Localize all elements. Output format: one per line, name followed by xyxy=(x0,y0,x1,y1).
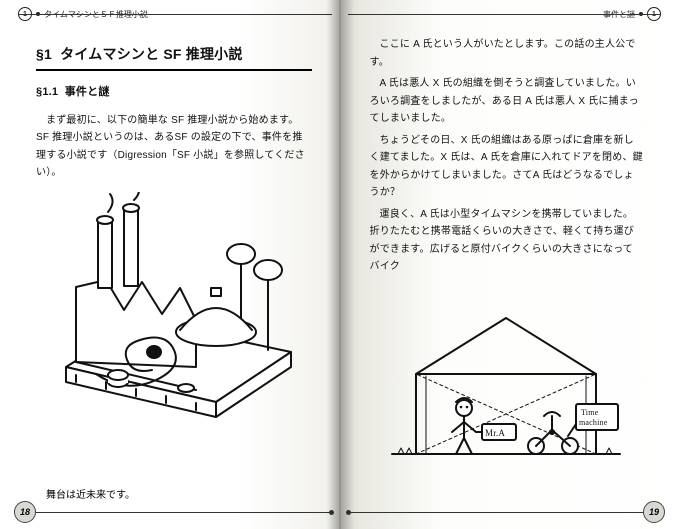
factory-illustration xyxy=(46,192,301,422)
stage-note: 舞台は近未来です。 xyxy=(46,486,135,501)
page-number-left: 18 xyxy=(14,501,36,523)
pn-dot-left xyxy=(329,510,334,515)
pn-rule-right xyxy=(348,512,646,513)
left-paragraph: まず最初に、以下の簡単な SF 推理小説から始めます。SF 推理小説というのは、… xyxy=(36,112,312,182)
book-spread: 1 タイムマシンとＳＦ推理小説 §1 タイムマシンと SF 推理小説 §1.1 … xyxy=(0,0,679,529)
page-right: 1 事件と謎 ここに A 氏という人がいたとします。この話の主人公です。 A 氏… xyxy=(340,0,679,529)
label-time: Time xyxy=(581,408,599,417)
right-paragraph-4: 運良く、A 氏は小型タイムマシンを携帯していました。折りたたむと携帯電話くらいの… xyxy=(370,206,644,276)
warehouse-illustration: Mr.A Time machine xyxy=(386,304,626,474)
section-title: §1 タイムマシンと SF 推理小説 xyxy=(36,42,312,71)
page-number-right: 19 xyxy=(643,501,665,523)
subsection-num: §1.1 xyxy=(36,86,58,98)
figure-left xyxy=(36,192,312,422)
label-machine: machine xyxy=(579,418,608,427)
right-paragraph-2: A 氏は悪人 X 氏の組織を倒そうと調査していました。いろいろ調査をしましたが、… xyxy=(370,75,644,128)
page-left: 1 タイムマシンとＳＦ推理小説 §1 タイムマシンと SF 推理小説 §1.1 … xyxy=(0,0,340,529)
left-content: §1 タイムマシンと SF 推理小説 §1.1 事件と謎 まず最初に、以下の簡単… xyxy=(36,36,312,422)
pn-rule-left xyxy=(34,512,332,513)
pn-dot-right xyxy=(346,510,351,515)
label-mra: Mr.A xyxy=(485,428,505,438)
rh-rule-right xyxy=(348,14,662,15)
rh-rule-left xyxy=(18,14,332,15)
right-content: ここに A 氏という人がいたとします。この話の主人公です。 A 氏は悪人 X 氏… xyxy=(370,36,644,474)
section-title-text: タイムマシンと SF 推理小説 xyxy=(60,46,242,62)
subsection-title: §1.1 事件と謎 xyxy=(36,83,312,102)
section-num: §1 xyxy=(36,46,52,62)
right-paragraph-3: ちょうどその日、X 氏の組織はある原っぱに倉庫を新しく建てました。X 氏は、A … xyxy=(370,132,644,202)
right-paragraph-1: ここに A 氏という人がいたとします。この話の主人公です。 xyxy=(370,36,644,71)
subsection-title-text: 事件と謎 xyxy=(65,86,110,98)
figure-right: Mr.A Time machine xyxy=(370,304,644,474)
